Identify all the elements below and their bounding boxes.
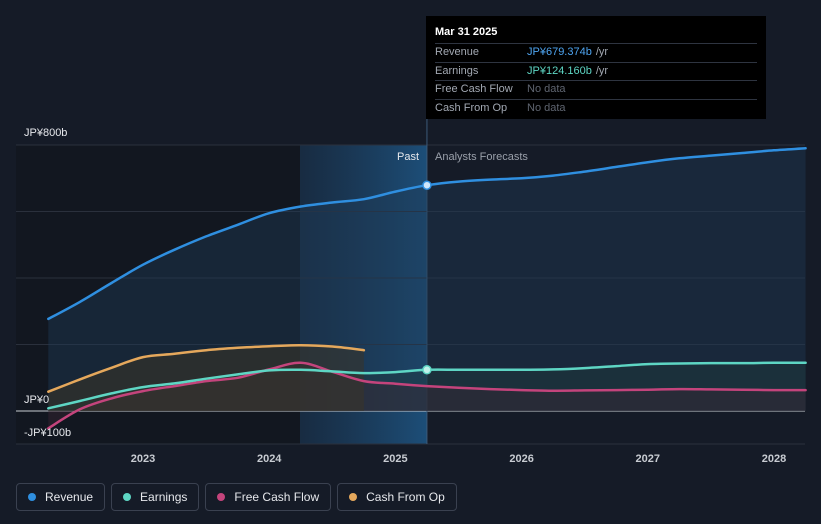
legend: Revenue Earnings Free Cash Flow Cash Fro… — [16, 483, 457, 511]
tooltip-date: Mar 31 2025 — [435, 26, 498, 38]
tooltip-value: JP¥679.374b — [527, 46, 592, 58]
legend-item-cash-from-op[interactable]: Cash From Op — [337, 483, 457, 511]
x-tick-label: 2027 — [636, 453, 660, 465]
tooltip-label: Earnings — [435, 64, 479, 77]
tooltip-value: JP¥124.160b — [527, 64, 592, 77]
y-tick-label: JP¥0 — [24, 394, 49, 406]
tooltip: Mar 31 2025 Revenue JP¥679.374b /yr Earn… — [426, 16, 766, 119]
legend-label: Cash From Op — [366, 490, 445, 504]
y-tick-label: -JP¥100b — [24, 427, 71, 439]
tooltip-label: Revenue — [435, 46, 480, 58]
tooltip-unit: /yr — [595, 46, 609, 58]
legend-item-earnings[interactable]: Earnings — [111, 483, 200, 511]
tooltip-value: No data — [527, 101, 566, 114]
tooltip-unit: /yr — [595, 64, 609, 77]
tooltip-row-earnings: Earnings JP¥124.160b /yr — [435, 61, 757, 81]
legend-dot-icon — [28, 493, 36, 501]
tooltip-row-revenue: Revenue JP¥679.374b /yr — [435, 43, 757, 62]
legend-dot-icon — [349, 493, 358, 501]
legend-label: Earnings — [140, 490, 188, 504]
tooltip-row-free-cash-flow: Free Cash Flow No data — [435, 80, 757, 99]
tooltip-label: Cash From Op — [435, 101, 508, 114]
legend-item-free-cash-flow[interactable]: Free Cash Flow — [205, 483, 332, 511]
x-tick-label: 2026 — [509, 453, 533, 465]
legend-dot-icon — [123, 493, 132, 501]
legend-dot-icon — [217, 493, 226, 501]
x-tick-label: 2023 — [131, 453, 155, 465]
legend-item-revenue[interactable]: Revenue — [16, 483, 106, 511]
past-label: Past — [397, 151, 419, 163]
forecast-label: Analysts Forecasts — [435, 151, 528, 163]
legend-label: Free Cash Flow — [234, 490, 320, 504]
marker-earnings — [422, 365, 432, 375]
tooltip-value: No data — [527, 83, 566, 95]
area-revenue — [48, 148, 806, 412]
tooltip-row-cash-from-op: Cash From Op No data — [435, 98, 757, 118]
x-tick-label: 2028 — [762, 453, 786, 465]
series-line-cash-from-op — [47, 343, 366, 393]
x-tick-label: 2024 — [257, 453, 282, 465]
series-line-free-cash-flow — [47, 361, 807, 430]
tooltip-label: Free Cash Flow — [435, 83, 513, 95]
marker-revenue — [422, 180, 432, 190]
y-tick-label: JP¥800b — [24, 127, 67, 139]
x-tick-label: 2025 — [383, 453, 407, 465]
legend-label: Revenue — [45, 490, 94, 504]
